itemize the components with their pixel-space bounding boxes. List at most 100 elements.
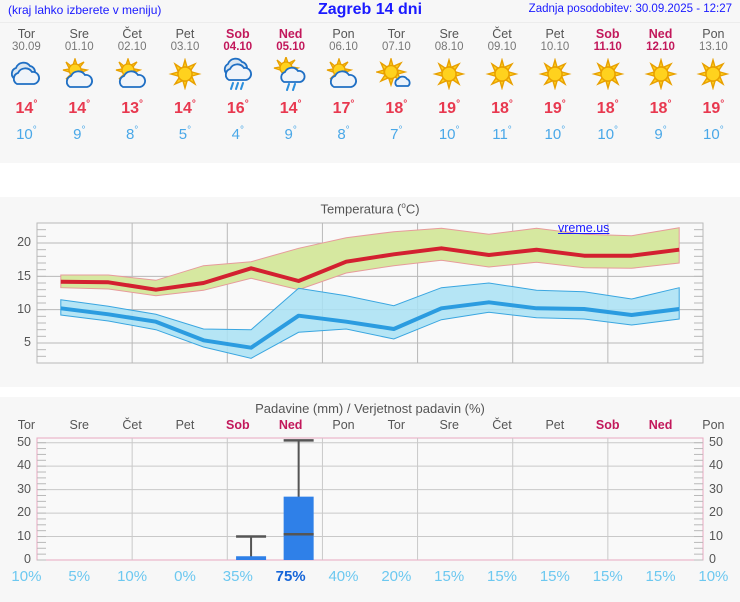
precip-day-label-8: Sre xyxy=(439,418,459,432)
panel-separator xyxy=(0,163,740,197)
max-temp-cell-1: 14° xyxy=(53,94,106,120)
temperature-y-tick: 10 xyxy=(17,301,31,316)
max-temp-value: 19° xyxy=(543,99,566,118)
precip-probability-8: 15% xyxy=(434,568,465,585)
day-header-6: Pon 06.10 xyxy=(317,23,370,54)
last-update-text: Zadnja posodobitev: 30.09.2025 - 12:27 xyxy=(528,3,732,15)
day-date: 30.09 xyxy=(12,41,41,53)
day-date: 13.10 xyxy=(699,41,728,53)
day-header-5: Ned 05.10 xyxy=(264,23,317,54)
page-header: (kraj lahko izberete v meniju) Zagreb 14… xyxy=(0,0,740,22)
day-icon-cell-13 xyxy=(687,54,740,94)
day-header-9: Čet 09.10 xyxy=(476,23,529,54)
day-header-10: Pet 10.10 xyxy=(528,23,581,54)
day-header-2: Čet 02.10 xyxy=(106,23,159,54)
precip-day-label-12: Ned xyxy=(648,418,673,432)
max-temp-cell-3: 14° xyxy=(159,94,212,120)
day-name: Čet xyxy=(122,27,142,41)
min-temp-cell-10: 10° xyxy=(528,120,581,145)
day-header-0: Tor 30.09 xyxy=(0,23,53,54)
precip-probability-3: 0% xyxy=(174,568,196,585)
min-temp-value: 10° xyxy=(597,125,619,144)
max-temp-cell-2: 13° xyxy=(106,94,159,120)
day-header-4: Sob 04.10 xyxy=(211,23,264,54)
day-header-12: Ned 12.10 xyxy=(634,23,687,54)
max-temp-value: 18° xyxy=(385,99,408,118)
min-temp-value: 8° xyxy=(125,125,139,144)
max-temp-value: 18° xyxy=(491,99,513,118)
max-temp-value: 17° xyxy=(332,99,355,118)
min-temperature-row: 10° 9° 8° 5° 4° 9° 8° 7° 10° 11° 10° 10° 9° 10° xyxy=(0,120,740,145)
min-temp-value: 9° xyxy=(73,125,86,144)
sunny-icon xyxy=(423,54,476,94)
min-temp-value: 10° xyxy=(703,125,724,144)
day-icon-cell-5 xyxy=(264,54,317,94)
day-icon-cell-7 xyxy=(370,54,423,94)
precip-probability-0: 10% xyxy=(11,568,42,585)
day-date: 01.10 xyxy=(64,41,94,53)
day-date: 03.10 xyxy=(170,41,200,53)
day-names-row: Tor 30.09 Sre 01.10 Čet 02.10 Pet 03.10 Sob 04.10… xyxy=(0,23,740,54)
max-temp-cell-10: 19° xyxy=(528,94,581,120)
day-name: Sob xyxy=(595,27,620,41)
day-name: Sre xyxy=(439,27,459,41)
precip-day-label-13: Pon xyxy=(702,418,725,432)
min-temp-cell-4: 4° xyxy=(211,120,264,145)
precip-day-label-9: Čet xyxy=(492,418,512,432)
max-temp-value: 14° xyxy=(15,99,38,118)
day-icon-cell-10 xyxy=(528,54,581,94)
day-name: Sre xyxy=(69,27,89,41)
precip-probability-9: 15% xyxy=(487,568,518,585)
day-date: 10.10 xyxy=(540,41,570,53)
day-date: 02.10 xyxy=(117,41,147,53)
max-temp-cell-6: 17° xyxy=(317,94,370,120)
sunny-icon xyxy=(687,54,740,94)
max-temp-value: 14° xyxy=(174,99,196,118)
min-temp-cell-1: 9° xyxy=(53,120,106,145)
day-icon-cell-1 xyxy=(53,54,106,94)
sunny-icon xyxy=(476,54,529,94)
precipitation-y-tick-right: 50 xyxy=(709,434,723,449)
day-date: 04.10 xyxy=(223,41,253,53)
max-temp-value: 18° xyxy=(596,99,619,118)
day-icon-cell-2 xyxy=(106,54,159,94)
min-temp-cell-7: 7° xyxy=(370,120,423,145)
precip-day-label-0: Tor xyxy=(17,418,36,432)
max-temp-value: 14° xyxy=(279,99,302,118)
day-name: Ned xyxy=(648,27,673,41)
precip-day-label-1: Sre xyxy=(69,418,89,432)
precip-probability-10: 15% xyxy=(539,568,570,585)
day-date: 08.10 xyxy=(434,41,464,53)
min-temp-value: 11° xyxy=(492,125,512,144)
day-date: 07.10 xyxy=(381,41,411,53)
precip-probability-7: 20% xyxy=(381,568,412,585)
max-temp-value: 19° xyxy=(438,99,461,118)
min-temp-value: 10° xyxy=(544,125,566,144)
precip-day-label-6: Pon xyxy=(332,418,355,432)
weather-icons-row xyxy=(0,54,740,94)
precip-day-label-7: Tor xyxy=(387,418,406,432)
max-temp-cell-4: 16° xyxy=(211,94,264,120)
min-temp-cell-11: 10° xyxy=(581,120,634,145)
precip-probability-5: 75% xyxy=(275,568,306,585)
temperature-y-tick: 20 xyxy=(17,235,31,250)
day-header-3: Pet 03.10 xyxy=(159,23,212,54)
max-temp-cell-11: 18° xyxy=(581,94,634,120)
watermark-link[interactable]: vreme.us xyxy=(558,221,610,236)
day-name: Pet xyxy=(175,27,195,41)
min-temp-cell-8: 10° xyxy=(423,120,476,145)
day-date: 09.10 xyxy=(487,41,517,53)
sun-small-cloud-icon xyxy=(370,54,423,94)
max-temp-cell-13: 19° xyxy=(687,94,740,120)
precipitation-plot: 50 40 30 20 10 0 50 40 30 20 10 0 10% 5% 10% 0% 35% 75%… xyxy=(0,432,740,587)
min-temp-cell-9: 11° xyxy=(476,120,529,145)
precip-probability-11: 15% xyxy=(592,568,623,585)
day-icon-cell-8 xyxy=(423,54,476,94)
precipitation-y-tick-left: 20 xyxy=(17,505,31,520)
sunny-icon xyxy=(159,54,212,94)
max-temp-cell-9: 18° xyxy=(476,94,529,120)
precip-day-label-2: Čet xyxy=(122,418,142,432)
temperature-y-tick: 5 xyxy=(24,335,31,350)
precipitation-y-tick-left: 10 xyxy=(17,528,31,543)
